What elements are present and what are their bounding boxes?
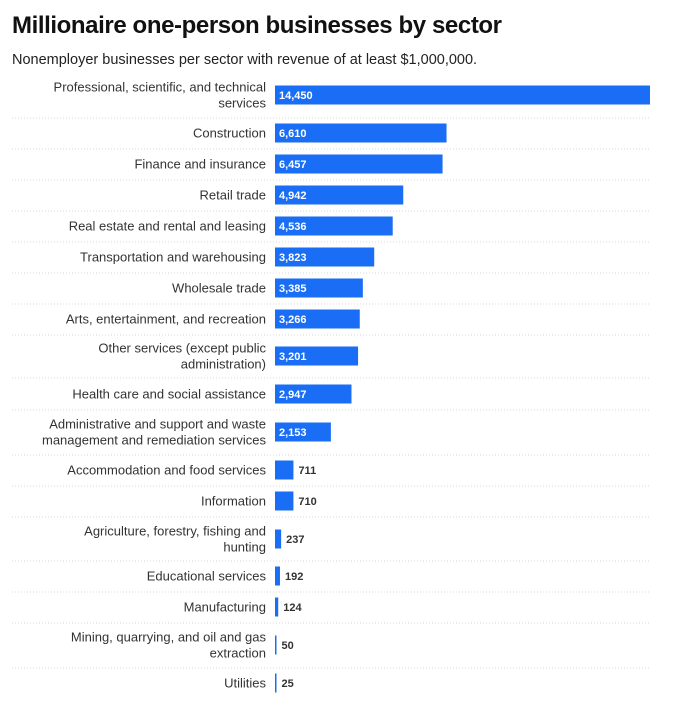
bar-utilities — [275, 673, 277, 693]
category-label-other-services-except-public-administration-line-2: administration) — [181, 357, 266, 372]
bar-agriculture-forestry-fishing-and-hunting — [275, 529, 282, 549]
value-label-information: 710 — [298, 496, 316, 508]
category-label-information: Information — [201, 494, 266, 509]
category-label-construction: Construction — [193, 126, 266, 141]
category-label-mining-quarrying-and-oil-and-gas-extraction-line-1: Mining, quarrying, and oil and gas — [71, 630, 267, 645]
value-label-utilities: 25 — [282, 678, 294, 690]
category-label-accommodation-and-food-services: Accommodation and food services — [67, 463, 266, 478]
category-label-manufacturing: Manufacturing — [184, 600, 266, 615]
category-label-real-estate-and-rental-and-leasing: Real estate and rental and leasing — [69, 219, 266, 234]
bar-real-estate-and-rental-and-leasing — [275, 216, 393, 236]
value-label-construction: 6,610 — [279, 128, 307, 140]
category-label-wholesale-trade: Wholesale trade — [172, 281, 266, 296]
category-label-administrative-and-support-and-waste-management-and-remediation-services-line-1: Administrative and support and waste — [49, 417, 266, 432]
bar-accommodation-and-food-services — [275, 460, 294, 480]
category-label-utilities: Utilities — [224, 676, 266, 691]
category-label-health-care-and-social-assistance: Health care and social assistance — [72, 387, 266, 402]
bar-arts-entertainment-and-recreation — [275, 309, 360, 329]
bar-wholesale-trade — [275, 278, 363, 298]
category-label-professional-scientific-and-technical-services-line-1: Professional, scientific, and technical — [54, 80, 267, 95]
bar-administrative-and-support-and-waste-management-and-remediation-services — [275, 422, 331, 442]
value-label-educational-services: 192 — [285, 571, 303, 583]
bar-other-services-except-public-administration — [275, 346, 359, 366]
value-label-transportation-and-warehousing: 3,823 — [279, 252, 307, 264]
bar-health-care-and-social-assistance — [275, 384, 352, 404]
category-label-agriculture-forestry-fishing-and-hunting-line-2: hunting — [223, 540, 266, 555]
value-label-manufacturing: 124 — [283, 602, 302, 614]
value-label-finance-and-insurance: 6,457 — [279, 159, 307, 171]
bar-retail-trade — [275, 185, 404, 205]
bar-construction — [275, 123, 447, 143]
bar-manufacturing — [275, 597, 279, 617]
category-label-mining-quarrying-and-oil-and-gas-extraction-line-2: extraction — [210, 646, 266, 661]
value-label-other-services-except-public-administration: 3,201 — [279, 351, 307, 363]
chart-title: Millionaire one-person businesses by sec… — [12, 12, 502, 39]
bar-mining-quarrying-and-oil-and-gas-extraction — [275, 635, 277, 655]
bar-information — [275, 491, 294, 511]
bar-professional-scientific-and-technical-services — [275, 85, 650, 105]
value-label-professional-scientific-and-technical-services: 14,450 — [279, 90, 313, 102]
category-label-educational-services: Educational services — [147, 569, 267, 584]
value-label-retail-trade: 4,942 — [279, 190, 307, 202]
category-label-retail-trade: Retail trade — [200, 188, 266, 203]
category-label-finance-and-insurance: Finance and insurance — [134, 157, 266, 172]
category-label-other-services-except-public-administration-line-1: Other services (except public — [98, 341, 266, 356]
value-label-wholesale-trade: 3,385 — [279, 283, 307, 295]
bar-transportation-and-warehousing — [275, 247, 375, 267]
value-label-agriculture-forestry-fishing-and-hunting: 237 — [286, 534, 304, 546]
value-label-accommodation-and-food-services: 711 — [298, 465, 316, 477]
bar-educational-services — [275, 566, 280, 586]
category-label-transportation-and-warehousing: Transportation and warehousing — [80, 250, 266, 265]
chart-subtitle: Nonemployer businesses per sector with r… — [12, 52, 478, 68]
category-label-professional-scientific-and-technical-services-line-2: services — [218, 96, 266, 111]
value-label-arts-entertainment-and-recreation: 3,266 — [279, 314, 307, 326]
category-label-agriculture-forestry-fishing-and-hunting-line-1: Agriculture, forestry, fishing and — [84, 524, 266, 539]
value-label-health-care-and-social-assistance: 2,947 — [279, 389, 307, 401]
category-label-administrative-and-support-and-waste-management-and-remediation-services-line-2: management and remediation services — [42, 433, 267, 448]
bar-finance-and-insurance — [275, 154, 443, 174]
value-label-real-estate-and-rental-and-leasing: 4,536 — [279, 221, 307, 233]
category-label-arts-entertainment-and-recreation: Arts, entertainment, and recreation — [66, 312, 266, 327]
value-label-administrative-and-support-and-waste-management-and-remediation-services: 2,153 — [279, 427, 307, 439]
value-label-mining-quarrying-and-oil-and-gas-extraction: 50 — [282, 640, 294, 652]
